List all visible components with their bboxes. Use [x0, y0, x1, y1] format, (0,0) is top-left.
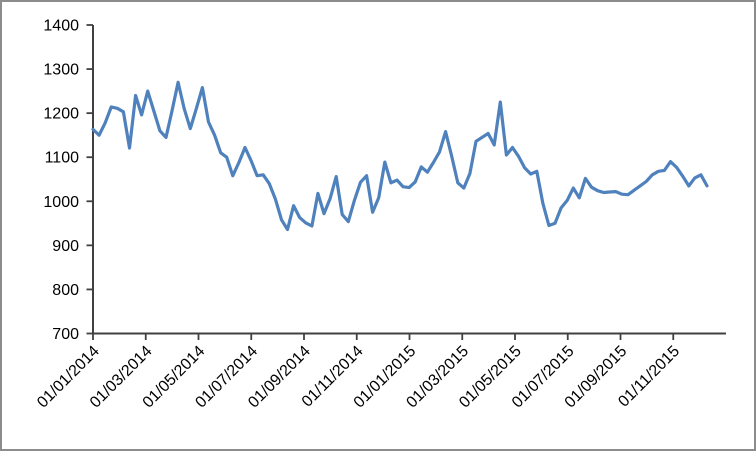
- y-tick-label: 800: [52, 282, 79, 299]
- y-tick-label: 1000: [43, 194, 79, 211]
- data-series-line: [91, 80, 709, 232]
- y-tick-label: 1300: [43, 62, 79, 79]
- y-tick-label: 1100: [45, 150, 80, 167]
- y-tick-label: 1200: [43, 106, 79, 123]
- y-tick-label: 700: [52, 326, 79, 343]
- y-tick-label: 900: [52, 238, 79, 255]
- y-tick-label: 1400: [43, 18, 79, 35]
